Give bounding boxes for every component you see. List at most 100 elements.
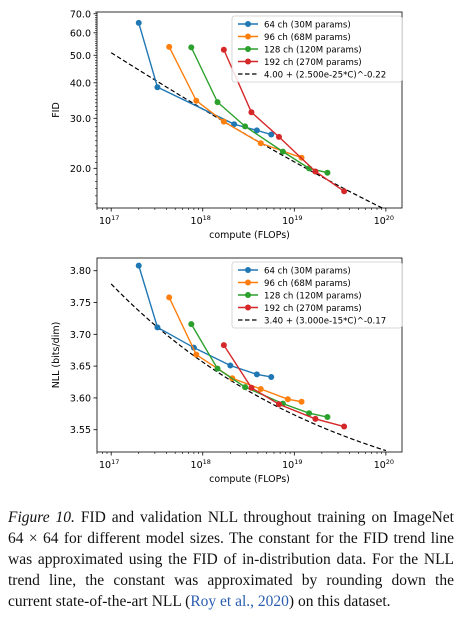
- data-point: [135, 262, 142, 269]
- data-point: [231, 121, 238, 128]
- x-tick-label: 1019: [282, 458, 302, 471]
- data-point: [324, 414, 331, 421]
- y-tick-label: 3.65: [70, 362, 91, 373]
- data-point: [341, 423, 348, 430]
- x-tick-label: 1017: [99, 214, 119, 227]
- y-tick-label: 3.60: [70, 393, 91, 404]
- legend-label: 192 ch (270M params): [264, 304, 362, 314]
- legend-label: 4.00 + (2.500e-25*C)^-0.22: [264, 70, 386, 80]
- y-tick-label: 40.0: [70, 78, 91, 89]
- data-point: [166, 43, 173, 50]
- y-tick-label: 3.70: [70, 330, 91, 341]
- y-tick-label: 3.80: [70, 266, 91, 277]
- y-tick-label: 20.0: [70, 164, 91, 175]
- data-point: [253, 371, 260, 378]
- y-axis-label: NLL (bits/dim): [51, 322, 62, 389]
- data-point: [306, 410, 313, 417]
- legend-frame: [231, 261, 403, 329]
- x-tick-label: 1018: [191, 214, 211, 227]
- citation-link[interactable]: Roy et al., 2020: [190, 593, 289, 610]
- data-point: [268, 131, 275, 138]
- y-tick-label: 3.55: [70, 425, 91, 436]
- data-point: [242, 384, 249, 391]
- caption-text-1: FID and validation NLL throughout traini…: [74, 509, 454, 526]
- plot-area: [110, 262, 387, 452]
- legend-label: 192 ch (270M params): [264, 58, 362, 68]
- data-point: [242, 123, 249, 130]
- data-point: [312, 415, 319, 422]
- legend-marker: [245, 46, 251, 52]
- legend-label: 128 ch (120M params): [264, 45, 362, 55]
- legend-label: 128 ch (120M params): [264, 291, 362, 301]
- data-point: [135, 19, 142, 26]
- data-point: [154, 324, 161, 331]
- legend-label: 3.40 + (3.000e-15*C)^-0.17: [264, 316, 386, 326]
- data-point: [248, 384, 255, 391]
- trend-line: [110, 283, 387, 452]
- legend-marker: [245, 279, 251, 286]
- legend-frame: [231, 15, 403, 83]
- data-point: [220, 118, 227, 125]
- data-point: [154, 84, 161, 91]
- data-point: [341, 188, 348, 195]
- legend-label: 96 ch (68M params): [264, 33, 351, 43]
- caption-text-3: ) on this dataset.: [288, 593, 391, 610]
- data-point: [268, 373, 275, 380]
- caption-text-2: for different model sizes. The constant …: [8, 530, 454, 610]
- y-tick-label: 30.0: [70, 114, 91, 125]
- data-point: [275, 401, 282, 408]
- data-point: [284, 396, 291, 403]
- legend-label: 64 ch (30M params): [264, 20, 351, 30]
- plot-frame: [96, 257, 403, 453]
- data-point: [220, 46, 227, 53]
- data-point: [312, 168, 319, 175]
- data-point: [257, 386, 264, 393]
- legend-label: 64 ch (30M params): [264, 266, 351, 276]
- data-point: [248, 109, 255, 116]
- caption-math: 64 × 64: [8, 530, 59, 547]
- data-point: [220, 342, 227, 349]
- legend: 64 ch (30M params) 96 ch (68M params) 128 …: [231, 261, 403, 329]
- data-point: [188, 44, 195, 51]
- figure-caption: Figure 10. FID and validation NLL throug…: [8, 507, 454, 612]
- legend-label: 96 ch (68M params): [264, 279, 351, 289]
- data-point: [193, 351, 200, 358]
- data-point: [279, 148, 286, 155]
- plot-frame: [96, 11, 403, 209]
- y-axis-label: FID: [51, 102, 62, 118]
- legend-marker: [245, 267, 251, 273]
- x-tick-label: 1020: [374, 458, 394, 471]
- data-point: [193, 97, 200, 104]
- x-tick-label: 1017: [99, 458, 119, 471]
- x-axis-label: compute (FLOPs): [209, 230, 290, 241]
- figure-label: Figure 10.: [8, 509, 75, 526]
- data-point: [214, 99, 221, 106]
- x-tick-label: 1019: [282, 214, 302, 227]
- legend-marker: [245, 58, 251, 65]
- data-point: [298, 398, 305, 405]
- x-tick-label: 1018: [191, 458, 211, 471]
- y-tick-label: 60.0: [70, 28, 91, 39]
- x-axis-label: compute (FLOPs): [209, 474, 290, 485]
- data-point: [275, 133, 282, 140]
- fid-chart: 1017 1018 1019 1020 20.0 30.0 40.0 50.0 60.0 70.0…: [51, 9, 403, 241]
- plot-area: [110, 19, 384, 208]
- data-point: [214, 365, 221, 372]
- data-point: [253, 127, 260, 134]
- legend-marker: [245, 33, 251, 40]
- y-tick-label: 70.0: [70, 9, 91, 20]
- data-point: [257, 140, 264, 147]
- data-point: [188, 321, 195, 328]
- legend: 64 ch (30M params) 96 ch (68M params) 128 …: [231, 15, 403, 83]
- data-point: [166, 294, 173, 301]
- y-tick-label: 50.0: [70, 51, 91, 62]
- legend-marker: [245, 304, 251, 311]
- data-point: [227, 362, 234, 369]
- data-point: [324, 169, 331, 176]
- series-line-3: [190, 323, 328, 418]
- y-tick-label: 3.75: [70, 298, 91, 309]
- x-tick-label: 1020: [374, 214, 394, 227]
- figure-charts: 1017 1018 1019 1020 20.0 30.0 40.0 50.0 60.0 70.0…: [51, 9, 403, 485]
- legend-marker: [245, 21, 251, 27]
- legend-marker: [245, 292, 251, 298]
